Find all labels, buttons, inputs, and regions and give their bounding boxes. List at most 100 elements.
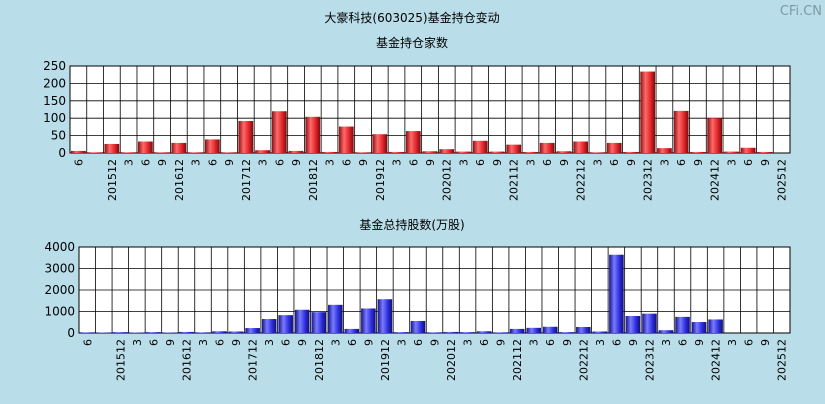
chart1-xtick-label: 9 xyxy=(357,159,370,166)
chart1-xtick-label: 6 xyxy=(742,159,755,166)
chart2-xtick-label: 3 xyxy=(528,339,541,346)
chart1-bar xyxy=(339,127,354,153)
chart2-xtick-label: 202012 xyxy=(445,339,458,381)
chart1-xtick-label: 202512 xyxy=(776,159,789,201)
chart1-xtick-label: 6 xyxy=(474,159,487,166)
chart2-bar xyxy=(361,308,376,333)
chart1-xtick-label: 6 xyxy=(340,159,353,166)
chart1-bar xyxy=(657,148,672,153)
chart2-bar xyxy=(510,329,525,333)
chart1-bar xyxy=(322,152,337,153)
chart1-xtick-label: 6 xyxy=(72,159,85,166)
chart1-bar xyxy=(707,118,722,153)
chart2-xtick-label: 6 xyxy=(544,339,557,346)
chart1-bar xyxy=(71,151,86,153)
chart1-xtick-label: 6 xyxy=(273,159,286,166)
chart2-bar xyxy=(659,330,674,333)
chart1-bar xyxy=(188,152,203,153)
chart2-xtick-label: 6 xyxy=(81,339,94,346)
chart1-bar xyxy=(624,152,639,153)
chart2-bar xyxy=(229,331,244,333)
chart1-xtick-label: 9 xyxy=(759,159,772,166)
chart1-ytick-label: 250 xyxy=(43,59,66,73)
chart1-xtick-label: 201912 xyxy=(374,159,387,201)
chart1-xtick-label: 202212 xyxy=(575,159,588,201)
chart1-xtick-label: 3 xyxy=(123,159,136,166)
chart2-xtick-label: 3 xyxy=(395,339,408,346)
chart1-bar xyxy=(490,152,505,153)
chart1-bar xyxy=(406,131,421,153)
chart2-xtick-label: 9 xyxy=(362,339,375,346)
chart2-xtick-label: 202212 xyxy=(577,339,590,381)
chart1-bar xyxy=(356,152,371,153)
chart1-xtick-label: 6 xyxy=(675,159,688,166)
chart2-bar xyxy=(212,331,227,333)
chart2-bar xyxy=(675,317,690,333)
chart1-bar xyxy=(573,142,588,153)
chart1-bar xyxy=(674,111,689,153)
chart1-xtick-label: 6 xyxy=(407,159,420,166)
chart2-xtick-label: 6 xyxy=(610,339,623,346)
chart2-bar xyxy=(593,331,608,333)
chart1-xtick-label: 9 xyxy=(625,159,638,166)
chart2-bar xyxy=(295,310,310,333)
chart2-xtick-label: 3 xyxy=(197,339,210,346)
chart2-xtick-label: 202312 xyxy=(643,339,656,381)
chart2-xtick-label: 9 xyxy=(230,339,243,346)
chart2-xtick-label: 201912 xyxy=(379,339,392,381)
chart1-bar xyxy=(222,152,237,153)
chart2-bar xyxy=(411,321,426,333)
chart1-xtick-label: 3 xyxy=(725,159,738,166)
chart1-bar xyxy=(741,148,756,153)
chart1-title: 基金持仓家数 xyxy=(376,35,448,50)
chart2-xtick-label: 3 xyxy=(131,339,144,346)
chart2-ytick-label: 1000 xyxy=(44,305,75,319)
chart2-bar xyxy=(576,327,591,333)
chart1-bar xyxy=(104,144,119,153)
chart2-bar xyxy=(394,332,409,333)
chart2-bar xyxy=(427,332,442,333)
chart1-xtick-label: 9 xyxy=(424,159,437,166)
chart2-ytick-label: 4000 xyxy=(44,240,75,254)
chart2-ytick-label: 2000 xyxy=(44,283,75,297)
chart1-bar xyxy=(640,72,655,153)
chart1-xtick-label: 9 xyxy=(290,159,303,166)
chart2-xtick-label: 6 xyxy=(346,339,359,346)
main-title: 大豪科技(603025)基金持仓变动 xyxy=(324,10,499,25)
chart1-bar xyxy=(590,152,605,153)
chart2-bar xyxy=(328,305,343,333)
chart1-bar xyxy=(456,152,471,153)
chart1-bar xyxy=(289,151,304,153)
chart2-ytick-label: 0 xyxy=(67,326,75,340)
chart2-bar xyxy=(609,255,624,333)
chart1-xtick-label: 201612 xyxy=(173,159,186,201)
chart1-xtick-label: 201712 xyxy=(240,159,253,201)
chart1-xtick-label: 3 xyxy=(391,159,404,166)
chart1-bar xyxy=(473,141,488,153)
watermark: CFi.CN xyxy=(780,4,822,19)
chart2-xtick-label: 9 xyxy=(495,339,508,346)
chart1-xtick-label: 202312 xyxy=(642,159,655,201)
chart2-bar xyxy=(179,332,194,333)
chart1-bar xyxy=(389,152,404,153)
chart1-xtick-label: 9 xyxy=(223,159,236,166)
chart2-bar xyxy=(311,312,326,333)
chart2-bar xyxy=(626,316,641,333)
chart2-xtick-label: 6 xyxy=(280,339,293,346)
chart2-bar xyxy=(560,332,575,333)
chart1-xtick-label: 6 xyxy=(139,159,152,166)
chart1-xtick-label: 201812 xyxy=(307,159,320,201)
chart1-xtick-label: 3 xyxy=(324,159,337,166)
chart2-xtick-label: 9 xyxy=(627,339,640,346)
chart1-bar xyxy=(88,152,103,153)
chart2-xtick-label: 6 xyxy=(412,339,425,346)
chart2-xtick-label: 9 xyxy=(164,339,177,346)
chart1-bar xyxy=(171,143,186,153)
chart1-bar xyxy=(557,151,572,153)
chart2-bar xyxy=(113,332,128,333)
chart2-bar xyxy=(345,329,360,333)
chart2-xtick-label: 202512 xyxy=(776,339,789,381)
chart2-bar xyxy=(146,332,161,333)
